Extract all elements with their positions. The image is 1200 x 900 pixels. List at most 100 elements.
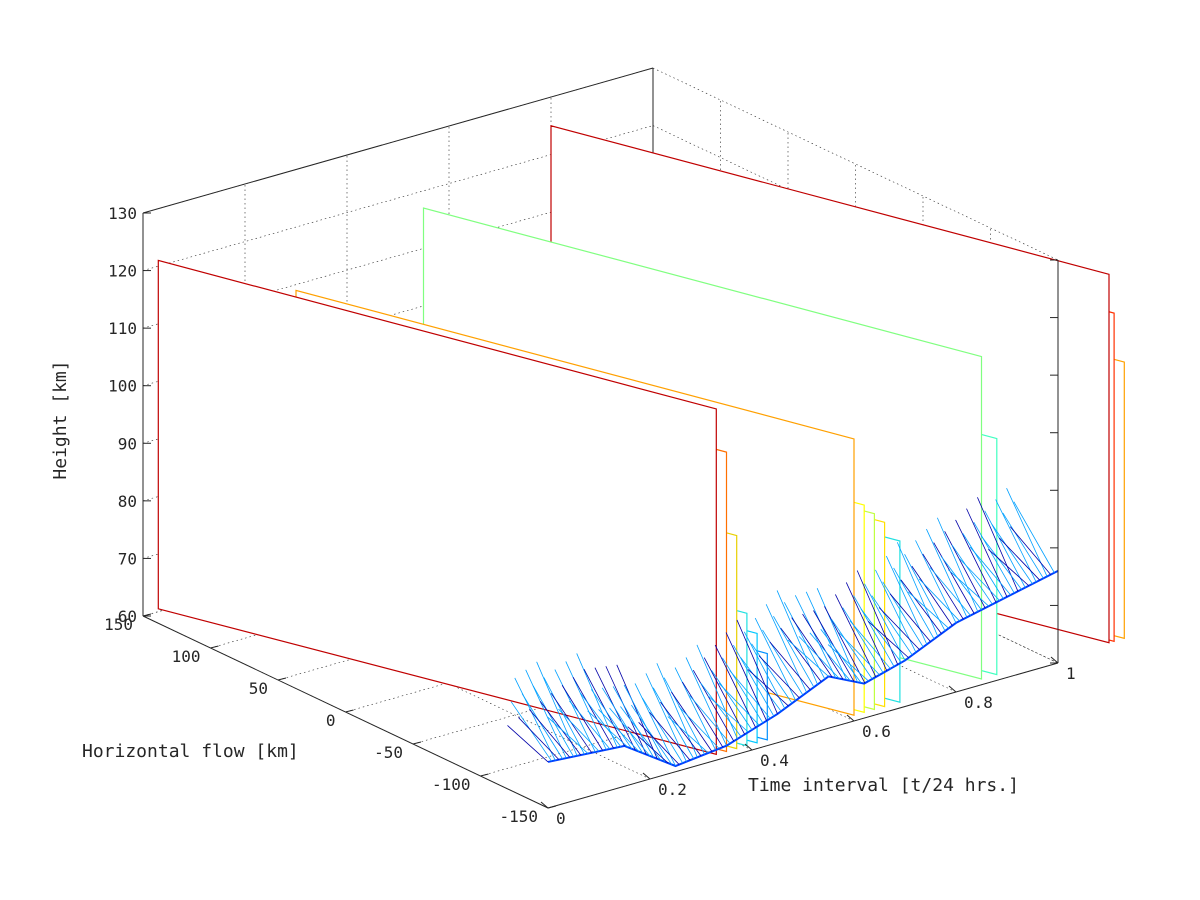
- baseline-tick: [645, 673, 687, 762]
- z-tick-label: 100: [108, 377, 137, 396]
- baseline-tick: [558, 708, 600, 752]
- baseline-tick: [711, 670, 753, 731]
- y-tick: [142, 613, 152, 617]
- z-tick-label: 70: [118, 549, 137, 568]
- baseline-tick: [671, 691, 713, 752]
- baseline-tick: [831, 619, 873, 680]
- x-tick: [846, 714, 855, 722]
- series-layer: [157, 125, 1125, 768]
- y-tick: [547, 805, 557, 809]
- baseline-tick: [805, 591, 848, 681]
- baseline-tick: [878, 607, 920, 650]
- baseline-tick: [663, 677, 705, 755]
- z-tick-label: 90: [118, 434, 137, 453]
- baseline-tick: [991, 524, 1033, 585]
- baseline-tick: [929, 567, 971, 616]
- x-tick-label: 0: [556, 809, 566, 828]
- baseline-tick: [638, 722, 680, 765]
- z-tick-label: 80: [118, 492, 137, 511]
- baseline-tick: [864, 583, 906, 661]
- baseline-tick: [995, 499, 1037, 583]
- baseline-tick: [587, 710, 629, 748]
- baseline-tick: [824, 606, 866, 684]
- baseline-tick: [733, 645, 775, 717]
- baseline-tick: [667, 716, 709, 754]
- baseline-tick: [631, 704, 673, 765]
- baseline-tick: [620, 706, 662, 761]
- baseline-tick: [1013, 501, 1055, 573]
- baseline-tick: [660, 701, 702, 757]
- x-axis-line: [547, 662, 1059, 809]
- baseline-tick: [900, 579, 942, 634]
- baseline-tick: [743, 631, 786, 709]
- baseline-tick: [849, 620, 891, 669]
- baseline-tick: [678, 706, 720, 749]
- baseline-tick: [907, 591, 949, 629]
- baseline-tick: [827, 644, 869, 682]
- baseline-tick: [747, 669, 789, 707]
- baseline-tick: [948, 569, 990, 607]
- baseline-tick: [962, 533, 1004, 599]
- baseline-tick: [529, 709, 571, 758]
- baseline-tick: [867, 620, 909, 659]
- z-axis-title: Height [km]: [50, 360, 71, 479]
- baseline-tick: [740, 657, 782, 712]
- baseline-tick: [682, 681, 724, 748]
- baseline-tick: [569, 700, 611, 750]
- y-tick-label: 100: [172, 647, 201, 666]
- z-tick-label: 110: [108, 319, 137, 338]
- baseline-tick: [689, 695, 731, 744]
- baseline-tick: [590, 689, 633, 750]
- baseline-tick: [525, 669, 567, 759]
- baseline-tick: [521, 693, 563, 760]
- y-tick: [345, 709, 354, 713]
- baseline-tick: [1002, 512, 1044, 579]
- baseline-tick: [616, 664, 658, 759]
- baseline-tick: [547, 716, 589, 754]
- feature-plane-face: [157, 259, 717, 756]
- baseline-tick: [609, 707, 651, 757]
- baseline-tick: [722, 657, 764, 724]
- tick-labels: 60 70 80 90 100 110 120 130 -150 -100 -50 0 50 100 150…: [104, 204, 1076, 828]
- baseline-tick: [798, 636, 840, 679]
- baseline-tick: [623, 684, 665, 762]
- baseline-tick: [536, 661, 578, 757]
- baseline-tick: [955, 519, 997, 603]
- baseline-tick: [911, 565, 953, 626]
- x-tick: [1050, 656, 1059, 664]
- grid-line: [652, 67, 1059, 261]
- baseline-tick: [539, 701, 582, 756]
- y-tick-label: 50: [249, 679, 268, 698]
- baseline-tick: [634, 683, 676, 767]
- baseline-tick: [714, 644, 757, 728]
- baseline-tick: [896, 542, 939, 637]
- baseline-tick: [809, 632, 851, 682]
- baseline-tick: [842, 607, 884, 674]
- baseline-tick: [514, 677, 556, 761]
- y-tick-label: -150: [499, 807, 538, 826]
- baseline-tick: [834, 594, 877, 678]
- baseline-tick: [882, 581, 924, 648]
- baseline-tick: [969, 546, 1011, 596]
- baseline-tick: [649, 711, 691, 761]
- baseline-tick: [769, 641, 811, 691]
- baseline-tick: [860, 608, 902, 663]
- baseline-tick: [780, 627, 822, 683]
- x-tick: [642, 772, 651, 780]
- x-tick: [744, 743, 753, 751]
- baseline-tick: [518, 717, 560, 760]
- baseline-tick: [703, 657, 746, 735]
- baseline-tick: [889, 593, 931, 642]
- baseline-tick: [572, 677, 614, 749]
- baseline-tick: [565, 661, 607, 750]
- x-tick-label: 0.8: [964, 693, 993, 712]
- baseline-tick: [988, 548, 1030, 587]
- y-tick: [210, 645, 219, 649]
- x-tick-label: 0.4: [760, 751, 789, 770]
- z-tick-label: 60: [118, 607, 137, 626]
- baseline-tick: [627, 726, 669, 764]
- baseline-tick: [507, 725, 549, 763]
- baseline-series: [507, 488, 1059, 768]
- baseline-tick: [601, 687, 644, 754]
